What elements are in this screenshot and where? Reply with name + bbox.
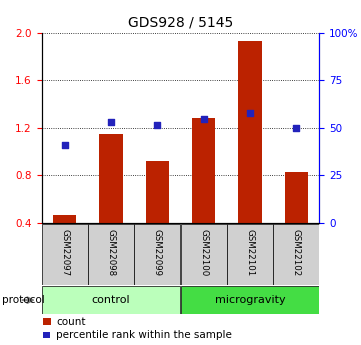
Text: GSM22101: GSM22101 [245, 229, 255, 276]
Bar [53, 215, 76, 270]
Text: control: control [92, 295, 130, 305]
Bar [88, 224, 134, 285]
Text: GSM22099: GSM22099 [153, 229, 162, 276]
Text: GSM22100: GSM22100 [199, 229, 208, 276]
Bar [42, 286, 180, 314]
Text: percentile rank within the sample: percentile rank within the sample [56, 331, 232, 340]
Text: protocol: protocol [2, 295, 44, 305]
Bar [192, 118, 215, 270]
Bar [273, 224, 319, 285]
Point [108, 119, 114, 125]
Text: count: count [56, 317, 86, 326]
Bar [227, 224, 273, 285]
Bar [134, 224, 180, 285]
Point [62, 143, 68, 148]
Bar [285, 171, 308, 270]
Bar [180, 286, 319, 314]
Bar [180, 224, 227, 285]
Bar [42, 224, 88, 285]
Text: GDS928 / 5145: GDS928 / 5145 [128, 16, 233, 30]
Point [293, 125, 299, 130]
Point [201, 117, 206, 122]
Point [247, 111, 253, 116]
Point [155, 122, 160, 128]
Text: GSM22098: GSM22098 [106, 229, 116, 276]
Text: GSM22102: GSM22102 [292, 229, 301, 276]
Text: microgravity: microgravity [215, 295, 285, 305]
Bar [146, 161, 169, 270]
Text: GSM22097: GSM22097 [60, 229, 69, 276]
Bar [99, 134, 123, 270]
Bar [238, 41, 262, 270]
